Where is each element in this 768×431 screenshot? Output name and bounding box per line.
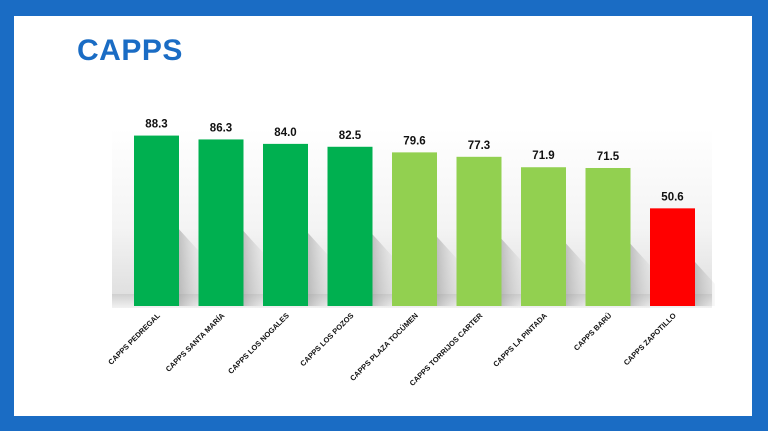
bar-value-label: 77.3 [468,140,490,152]
bar-shadow [437,236,457,306]
bar [392,152,437,306]
bar [456,156,502,306]
bar [521,167,566,306]
bar-value-labels: 88.3 86.3 84.0 82.5 79.6 77.3 71.9 71.5 50.6 [145,119,683,204]
bars [134,135,695,306]
category-label: CAPPS LA PINTADA [491,311,549,369]
bar-shadow [695,262,715,306]
category-label: CAPPS TORRIJOS CARTER [408,311,485,388]
category-label: CAPPS LOS POZOS [298,311,355,368]
category-label: CAPPS PLAZA TOCÚMEN [348,311,420,383]
bar-shadow [501,238,522,306]
bar-value-label: 82.5 [339,130,362,142]
bar-value-label: 86.3 [210,122,232,134]
bar-value-label: 84.0 [274,127,296,139]
bar-value-label: 71.9 [532,150,554,162]
bar [134,135,179,306]
bar-value-label: 79.6 [403,135,425,147]
bar-shadows [179,229,715,306]
bar-shadow [372,234,393,306]
bar-value-label: 88.3 [145,119,167,131]
category-label: CAPPS ZAPOTILLO [622,311,678,367]
category-label: CAPPS BARÚ [572,311,613,352]
category-label: CAPPS SANTA MARÍA [164,311,227,374]
category-label: CAPPS LOS NOGALES [226,311,291,376]
bar [327,146,373,306]
bar [585,168,631,306]
bar-chart: 88.3 86.3 84.0 82.5 79.6 77.3 71.9 71.5 50.6 CAP… [106,119,715,388]
slide-title: CAPPS [77,34,183,67]
bar-shadow [630,243,651,306]
bar-value-label: 50.6 [661,191,683,203]
category-labels: CAPPS PEDREGAL CAPPS SANTA MARÍA CAPPS LOS… [106,311,678,388]
bar-shadow [243,231,264,306]
bar-shadow [566,243,586,306]
bar-value-label: 71.5 [597,151,620,163]
bar-shadow [308,233,328,306]
bar [650,208,695,306]
category-label: CAPPS PEDREGAL [106,311,162,367]
bar [198,139,244,306]
bar [263,143,308,306]
slide: CAPPS 88.3 86.3 84.0 82.5 79.6 77.3 71.9 71.5 50… [14,16,752,416]
bar-shadow [179,229,199,306]
